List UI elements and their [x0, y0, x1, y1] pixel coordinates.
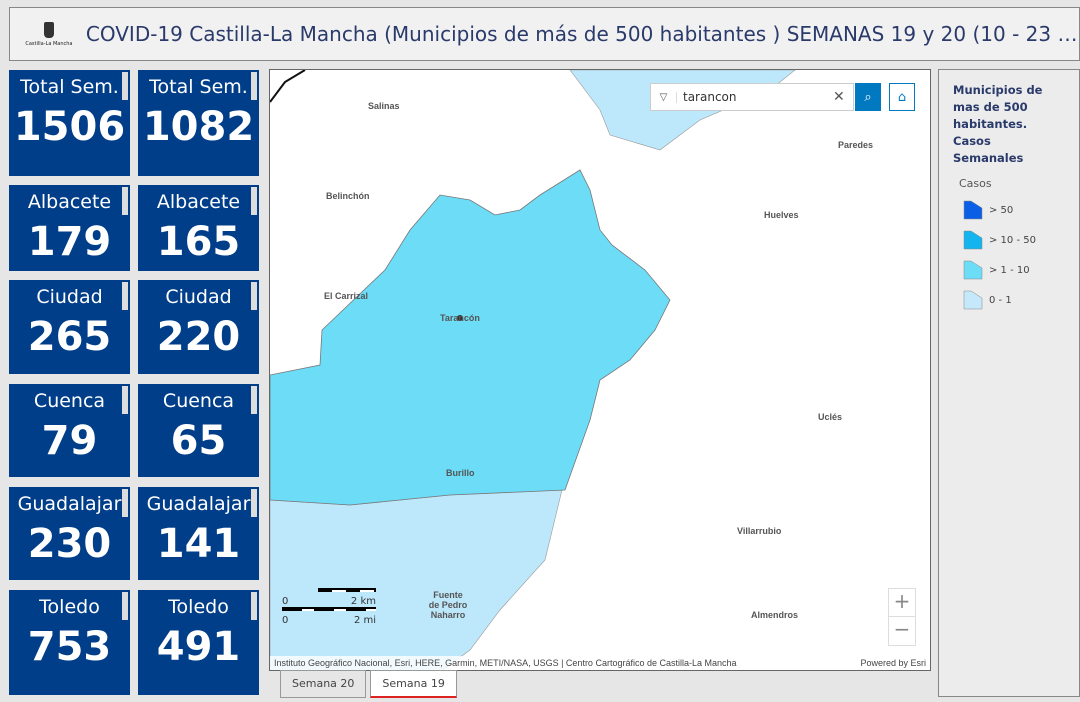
scrollbar[interactable] — [251, 282, 257, 310]
tile-label: Total Sem. — [149, 76, 248, 98]
tile-value: 491 — [156, 624, 241, 670]
tile-value: 1082 — [142, 104, 255, 150]
legend-item: > 10 - 50 — [963, 230, 1065, 250]
zoom-control: + − — [888, 588, 916, 646]
zoom-in-button[interactable]: + — [889, 589, 915, 617]
legend-panel: Municipios de mas de 500 habitantes. Cas… — [938, 69, 1080, 697]
tile-label: Toledo — [39, 596, 100, 618]
tab-semana-20[interactable]: Semana 20 — [280, 670, 367, 698]
tile-value: 1506 — [13, 104, 126, 150]
legend-swatch — [963, 200, 983, 220]
search-input[interactable]: tarancon — [683, 90, 737, 104]
legend-swatch — [963, 290, 983, 310]
scrollbar[interactable] — [251, 187, 257, 215]
place-label: Huelves — [764, 210, 799, 220]
indicator-tile: Toledo 753 — [9, 590, 130, 695]
indicator-tile: Guadalajar 141 — [138, 487, 259, 580]
legend-item: > 50 — [963, 200, 1065, 220]
indicator-tile: Total Sem. 1506 — [9, 70, 130, 176]
scrollbar[interactable] — [122, 187, 128, 215]
scrollbar[interactable] — [122, 282, 128, 310]
legend-label: > 1 - 10 — [989, 264, 1030, 276]
tile-value: 79 — [41, 418, 98, 464]
tile-value: 179 — [27, 219, 112, 265]
place-label: Paredes — [838, 140, 874, 150]
indicator-tile: Cuenca 79 — [9, 384, 130, 477]
scrollbar[interactable] — [251, 386, 257, 414]
zoom-out-button[interactable]: − — [893, 617, 911, 641]
scrollbar[interactable] — [251, 592, 257, 620]
place-label: Almendros — [751, 610, 799, 620]
scrollbar[interactable] — [122, 592, 128, 620]
tile-label: Albacete — [156, 191, 241, 213]
scrollbar[interactable] — [122, 72, 128, 100]
map-view[interactable]: Salinas Paredes Belinchón Huelves El Carriza… — [269, 69, 931, 671]
tile-label: Albacete — [27, 191, 112, 213]
tile-label: Ciudad — [165, 286, 232, 308]
tile-label: Cuenca — [162, 390, 235, 412]
week-tabs: Semana 20 Semana 19 — [280, 670, 457, 698]
attribution: Instituto Geográfico Nacional, Esri, HER… — [270, 656, 930, 670]
legend-item: > 1 - 10 — [963, 260, 1065, 280]
source-dropdown-icon[interactable]: ▽ — [651, 91, 677, 103]
home-button[interactable]: ⌂ — [889, 83, 915, 111]
indicator-tile: Albacete 179 — [9, 185, 130, 271]
page-title: COVID-19 Castilla-La Mancha (Municipios … — [85, 22, 1079, 46]
tile-label: Ciudad — [36, 286, 103, 308]
tile-label: Total Sem. — [20, 76, 119, 98]
indicator-tile: Guadalajar 230 — [9, 487, 130, 580]
search-result-marker — [457, 315, 463, 321]
place-label: Salinas — [368, 101, 400, 111]
legend-label: > 10 - 50 — [989, 234, 1036, 246]
place-label: Fuente de Pedro Naharro — [428, 590, 468, 620]
map-polygons — [270, 70, 796, 670]
place-label: Tarancón — [440, 313, 480, 323]
tile-value: 165 — [156, 219, 241, 265]
indicator-tile: Total Sem. 1082 — [138, 70, 259, 176]
polygon-tarancon — [270, 169, 671, 506]
legend-field: Casos — [959, 177, 992, 190]
legend-label: 0 - 1 — [989, 294, 1012, 306]
place-label: Villarrubio — [737, 526, 782, 536]
header: Castilla-La Mancha COVID-19 Castilla-La … — [9, 7, 1080, 61]
tile-value: 141 — [156, 521, 241, 567]
province-border — [270, 70, 306, 103]
tab-semana-19[interactable]: Semana 19 — [370, 670, 457, 698]
indicator-tile: Albacete 165 — [138, 185, 259, 271]
legend-title: Municipios de mas de 500 habitantes. Cas… — [953, 83, 1043, 165]
clear-icon[interactable]: ✕ — [833, 89, 845, 105]
legend-item: 0 - 1 — [963, 290, 1065, 310]
tile-label: Guadalajar — [17, 493, 122, 515]
scrollbar[interactable] — [122, 489, 128, 517]
tile-label: Cuenca — [33, 390, 106, 412]
indicator-tile: Toledo 491 — [138, 590, 259, 695]
place-label: El Carrizal — [324, 291, 369, 301]
search-button[interactable]: ⌕ — [855, 83, 881, 111]
castilla-la-mancha-logo: Castilla-La Mancha — [20, 14, 78, 54]
tile-value: 65 — [170, 418, 227, 464]
indicator-tile: Cuenca 65 — [138, 384, 259, 477]
scrollbar[interactable] — [122, 386, 128, 414]
tile-value: 265 — [27, 314, 112, 360]
scrollbar[interactable] — [251, 72, 257, 100]
tile-value: 230 — [27, 521, 112, 567]
search-widget[interactable]: ▽ tarancon ✕ — [650, 83, 854, 111]
polygon-fuente-de-pedro-naharro — [270, 489, 563, 670]
indicator-tile: Ciudad 265 — [9, 280, 130, 374]
place-label: Belinchón — [326, 191, 370, 201]
tile-value: 753 — [27, 624, 112, 670]
tile-value: 220 — [156, 314, 241, 360]
legend-swatch — [963, 230, 983, 250]
legend-label: > 50 — [989, 204, 1014, 216]
place-label: Burillo — [446, 468, 475, 478]
legend-swatch — [963, 260, 983, 280]
tile-label: Guadalajar — [146, 493, 251, 515]
scrollbar[interactable] — [251, 489, 257, 517]
tile-label: Toledo — [168, 596, 229, 618]
place-label: Uclés — [818, 412, 843, 422]
indicator-tile: Ciudad 220 — [138, 280, 259, 374]
